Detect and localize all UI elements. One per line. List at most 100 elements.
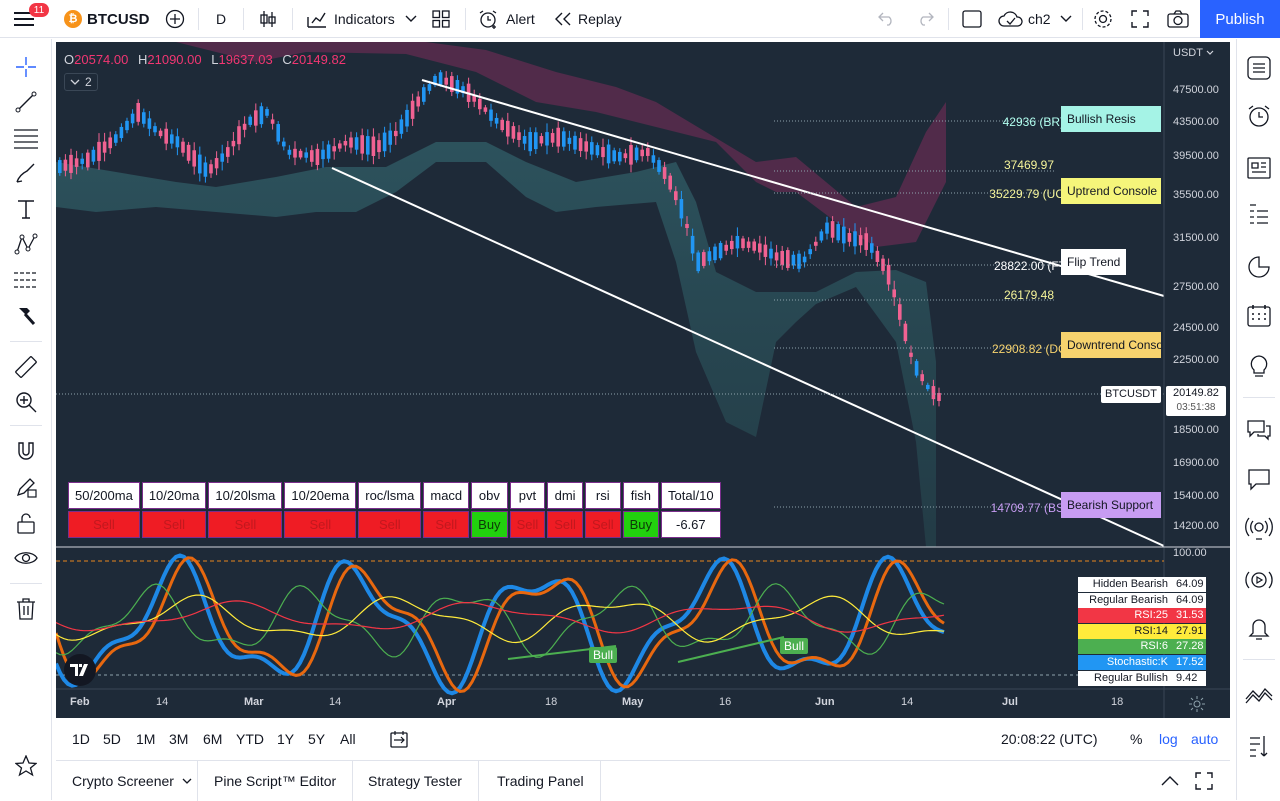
range-button[interactable]: YTD xyxy=(236,731,264,747)
maximize-panel-icon[interactable] xyxy=(1192,769,1216,793)
date-tick: May xyxy=(622,696,644,708)
save-layout-button[interactable]: ch2 xyxy=(998,0,1051,38)
calendar-icon[interactable] xyxy=(1244,301,1274,331)
price-tick: 35500.00 xyxy=(1173,189,1219,201)
templates-grid-icon[interactable] xyxy=(432,0,450,38)
ruler-icon[interactable] xyxy=(12,353,40,381)
fib-retracement-icon[interactable] xyxy=(12,124,40,152)
range-button[interactable]: 1M xyxy=(136,731,156,747)
close-value: 20149.82 xyxy=(291,52,346,67)
chart-area[interactable]: O20574.00 H21090.00 L19637.03 C20149.82 … xyxy=(56,42,1230,718)
level-value: 14709.77 (BS xyxy=(990,501,1064,515)
oscillator-top-tick: 100.00 xyxy=(1173,547,1207,559)
price-tick: 14200.00 xyxy=(1173,520,1219,532)
alarm-clock-icon[interactable] xyxy=(1244,101,1274,131)
percent-toggle[interactable]: % xyxy=(1130,731,1143,747)
data-window-icon[interactable] xyxy=(1244,679,1274,709)
price-tick: 18500.00 xyxy=(1173,424,1219,436)
play-broadcast-icon[interactable] xyxy=(1244,565,1274,595)
replay-button[interactable]: Replay xyxy=(554,0,622,38)
range-button[interactable]: All xyxy=(340,731,356,747)
interval-button[interactable]: D xyxy=(216,11,227,27)
ideas-chat-icon[interactable] xyxy=(1244,464,1274,494)
redo-icon[interactable] xyxy=(916,0,934,38)
tab-crypto-screener[interactable]: Crypto Screener xyxy=(56,761,198,801)
text-tool-icon[interactable] xyxy=(12,195,40,223)
date-range-icon[interactable] xyxy=(390,720,408,758)
date-tick: Feb xyxy=(70,696,90,708)
rewind-icon xyxy=(555,12,571,26)
crosshair-icon[interactable] xyxy=(12,53,40,81)
chevron-down-icon[interactable] xyxy=(405,0,417,38)
layout-chevron-down-icon[interactable] xyxy=(1060,0,1072,38)
bell-icon[interactable] xyxy=(1244,615,1274,645)
prediction-tools-icon[interactable] xyxy=(12,266,40,294)
compare-add-icon[interactable] xyxy=(165,0,185,38)
pie-chart-icon[interactable] xyxy=(1244,252,1274,282)
oscillator-row: RSI:14 27.91 xyxy=(1078,623,1206,639)
stay-drawing-icon[interactable] xyxy=(12,473,40,501)
range-button[interactable]: 6M xyxy=(203,731,223,747)
indicators-icon xyxy=(307,12,326,28)
level-label[interactable]: Uptrend Console xyxy=(1061,178,1161,204)
camera-icon[interactable] xyxy=(1167,0,1189,38)
tab-strategy-tester[interactable]: Strategy Tester xyxy=(352,761,479,801)
indicators-button[interactable]: Indicators xyxy=(306,0,395,38)
price-tick: 24500.00 xyxy=(1173,322,1219,334)
signal-value: Sell xyxy=(584,511,621,538)
trash-icon[interactable] xyxy=(12,595,40,623)
streams-icon[interactable] xyxy=(1244,514,1274,544)
level-value: 28822.00 (FT xyxy=(994,259,1064,273)
oscillator-name: Regular Bullish xyxy=(1078,670,1172,686)
watchlist-icon[interactable] xyxy=(1244,53,1274,83)
tab-pine-editor[interactable]: Pine Script™ Editor xyxy=(198,761,354,801)
object-tree-icon[interactable] xyxy=(1244,199,1274,229)
symbol-search[interactable]: ₿ BTCUSD xyxy=(64,0,150,38)
pattern-icon[interactable] xyxy=(12,230,40,258)
level-label[interactable]: Downtrend Conso xyxy=(1061,332,1161,358)
hotlist-icon[interactable] xyxy=(1244,731,1274,761)
utc-clock[interactable]: 20:08:22 (UTC) xyxy=(1001,731,1098,747)
layout-select-icon[interactable] xyxy=(962,0,982,38)
brush-icon[interactable] xyxy=(12,159,40,187)
candles-icon[interactable] xyxy=(259,0,277,38)
level-label[interactable]: Bullish Resis xyxy=(1061,106,1161,132)
signal-value: Sell xyxy=(509,511,546,538)
eye-icon[interactable] xyxy=(12,545,40,573)
range-button[interactable]: 1D xyxy=(72,731,90,747)
star-icon[interactable] xyxy=(12,752,40,780)
lock-icon[interactable] xyxy=(12,509,40,537)
fullscreen-icon[interactable] xyxy=(1131,0,1149,38)
range-button[interactable]: 1Y xyxy=(277,731,295,747)
news-icon[interactable] xyxy=(1244,153,1274,183)
range-button[interactable]: 5Y xyxy=(308,731,326,747)
level-value: 37469.97 xyxy=(1003,158,1054,172)
lightbulb-icon[interactable] xyxy=(1244,352,1274,382)
range-button[interactable]: 3M xyxy=(169,731,189,747)
menu-icon[interactable] xyxy=(14,0,40,38)
log-toggle[interactable]: log xyxy=(1159,731,1178,747)
date-tick: Jun xyxy=(815,696,835,708)
signal-header: macd xyxy=(423,482,470,509)
indicator-collapse-button[interactable]: 2 xyxy=(64,73,98,91)
hammer-icon[interactable] xyxy=(12,302,40,330)
cloud-check-icon xyxy=(998,11,1023,27)
currency-select[interactable]: USDT xyxy=(1173,47,1214,59)
zoom-in-icon[interactable] xyxy=(12,388,40,416)
undo-icon[interactable] xyxy=(878,0,896,38)
level-label[interactable]: Flip Trend xyxy=(1061,249,1126,275)
range-button[interactable]: 5D xyxy=(103,731,121,747)
sun-settings-icon[interactable] xyxy=(1189,696,1205,717)
chevron-up-icon[interactable] xyxy=(1158,769,1182,793)
alert-button[interactable]: Alert xyxy=(478,0,535,38)
trend-line-icon[interactable] xyxy=(12,88,40,116)
date-tick: 18 xyxy=(1111,696,1124,708)
level-label[interactable]: Bearish Support xyxy=(1061,492,1161,518)
auto-toggle[interactable]: auto xyxy=(1191,731,1219,747)
magnet-icon[interactable] xyxy=(12,437,40,465)
gear-icon[interactable] xyxy=(1092,0,1114,38)
oscillator-value: 64.09 xyxy=(1172,577,1206,592)
chat-icon[interactable] xyxy=(1244,415,1274,445)
publish-button[interactable]: Publish xyxy=(1200,0,1280,38)
tab-trading-panel[interactable]: Trading Panel xyxy=(481,761,601,801)
